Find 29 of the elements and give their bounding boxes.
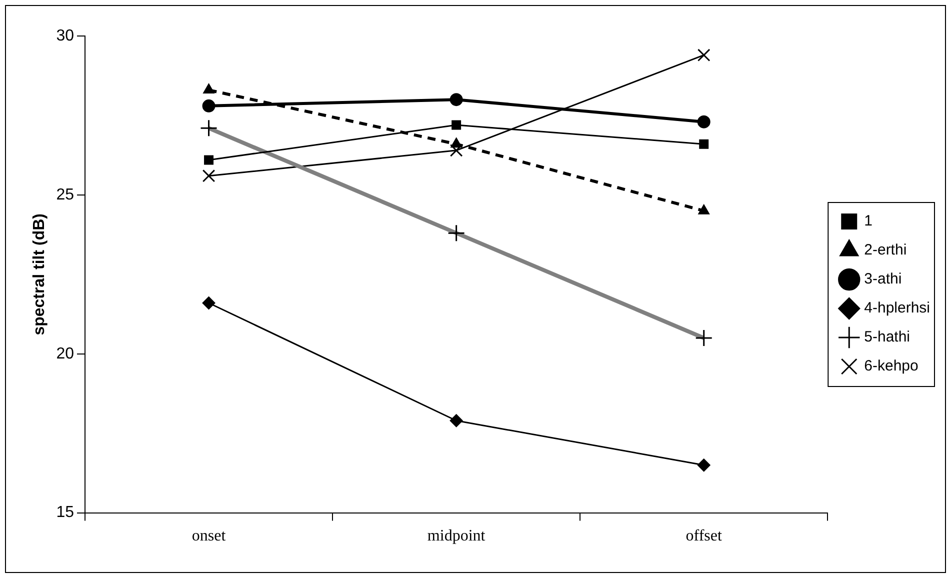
legend-label: 2-erthi: [864, 242, 907, 259]
point: [697, 115, 710, 128]
legend-label: 1: [864, 212, 872, 230]
point: [202, 99, 216, 112]
legend-label: 4-hplerhsi: [864, 300, 930, 317]
point: [450, 144, 463, 157]
point: [450, 414, 463, 428]
point: [202, 169, 216, 182]
x-tick-label: offset: [686, 528, 722, 545]
legend-label: 5-hathi: [864, 328, 910, 346]
point: [204, 155, 214, 165]
point: [697, 458, 710, 472]
point: [450, 138, 462, 148]
point: [203, 84, 214, 94]
y-tick-label: 30: [56, 27, 74, 44]
y-tick-label: 25: [56, 186, 74, 204]
point: [202, 296, 216, 310]
legend-label: 3-athi: [864, 270, 902, 288]
point: [697, 48, 710, 62]
y-tick-label: 15: [56, 504, 74, 522]
legend-label: 6-kehpo: [864, 358, 918, 375]
y-tick-label: 20: [56, 345, 74, 362]
x-tick-label: onset: [192, 528, 226, 545]
point: [698, 204, 710, 214]
point: [452, 120, 462, 130]
point: [450, 93, 463, 106]
x-tick-label: midpoint: [427, 528, 486, 545]
point: [699, 139, 709, 149]
y-axis-title: spectral tilt (dB): [31, 214, 48, 336]
